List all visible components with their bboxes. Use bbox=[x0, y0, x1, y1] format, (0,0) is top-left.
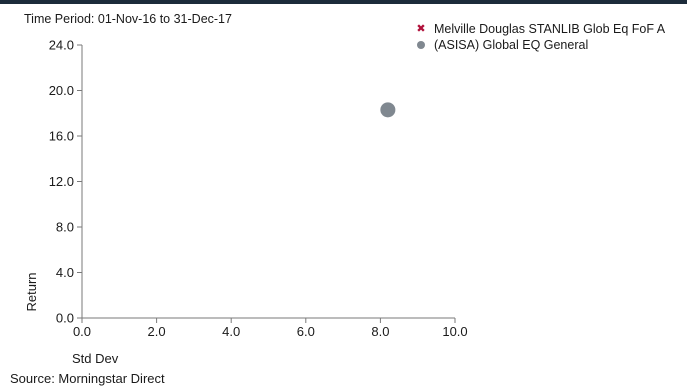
x-axis-title: Std Dev bbox=[72, 351, 119, 366]
legend-item-category: (ASISA) Global EQ General bbox=[414, 37, 665, 53]
x-tick-label: 2.0 bbox=[148, 324, 166, 339]
legend-label-fund: Melville Douglas STANLIB Glob Eq FoF A bbox=[434, 22, 666, 36]
y-tick-label: 4.0 bbox=[56, 265, 74, 280]
x-tick-label: 4.0 bbox=[222, 324, 240, 339]
x-tick-label: 0.0 bbox=[73, 324, 91, 339]
source-note: Source: Morningstar Direct bbox=[10, 371, 165, 386]
legend-label-category: (ASISA) Global EQ General bbox=[434, 38, 589, 52]
time-period-label: Time Period: 01-Nov-16 to 31-Dec-17 bbox=[24, 12, 232, 26]
y-tick-label: 8.0 bbox=[56, 220, 74, 235]
top-bar bbox=[0, 0, 687, 4]
y-tick-label: 16.0 bbox=[49, 129, 74, 144]
x-tick-label: 8.0 bbox=[371, 324, 389, 339]
legend-item-fund: ✖ Melville Douglas STANLIB Glob Eq FoF A bbox=[414, 21, 665, 37]
y-axis-title: Return bbox=[24, 272, 39, 311]
circle-marker-icon bbox=[414, 41, 428, 49]
y-tick-label: 20.0 bbox=[49, 83, 74, 98]
y-tick-label: 12.0 bbox=[49, 174, 74, 189]
data-point-series-1 bbox=[380, 102, 396, 118]
y-tick-label: 24.0 bbox=[49, 38, 74, 53]
chart-legend: ✖ Melville Douglas STANLIB Glob Eq FoF A… bbox=[414, 21, 665, 53]
x-tick-label: 10.0 bbox=[442, 324, 467, 339]
y-tick-label: 0.0 bbox=[56, 311, 74, 326]
x-marker-icon: ✖ bbox=[416, 22, 426, 35]
x-tick-label: 6.0 bbox=[297, 324, 315, 339]
